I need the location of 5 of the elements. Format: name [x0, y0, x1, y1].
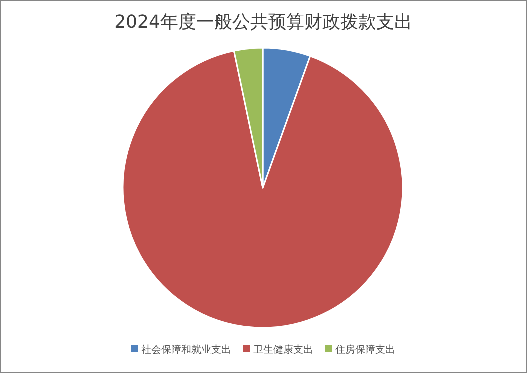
- legend-label: 住房保障支出: [336, 344, 396, 356]
- legend-label: 社会保障和就业支出: [142, 344, 232, 356]
- legend-label: 卫生健康支出: [254, 344, 314, 356]
- pie-slice: [122, 50, 404, 329]
- chart-title: 2024年度一般公共预算财政拨款支出: [114, 12, 412, 33]
